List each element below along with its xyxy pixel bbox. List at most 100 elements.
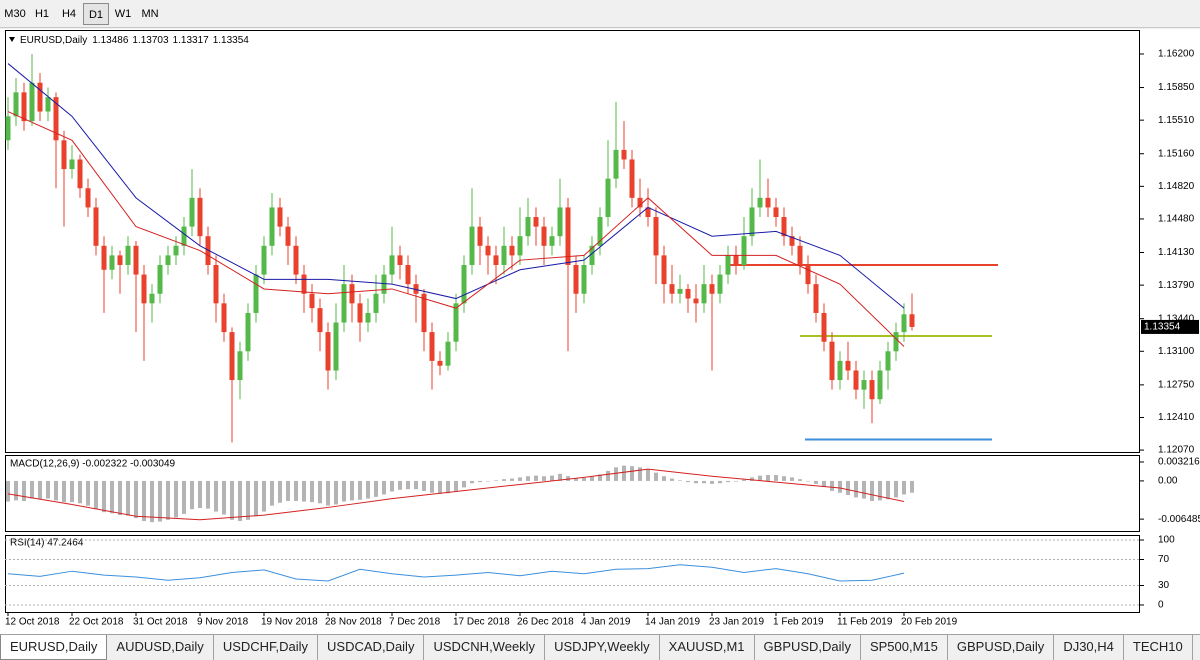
macd-bar: [646, 469, 650, 481]
macd-bar: [566, 476, 570, 481]
candle-body: [813, 284, 819, 313]
x-tick-label: 17 Dec 2018: [453, 617, 510, 628]
y-tick-label: 1.13440: [1158, 313, 1195, 324]
candle-body: [501, 245, 507, 265]
timeframe-button[interactable]: H4: [61, 8, 77, 20]
candle-body: [637, 197, 643, 208]
macd-bar: [182, 480, 186, 514]
macd-bar: [438, 480, 442, 494]
macd-bar: [910, 480, 914, 493]
y-tick-label: -0.006485: [1158, 514, 1200, 525]
macd-bar: [126, 480, 130, 516]
candle-body: [69, 159, 75, 170]
macd-bar: [230, 480, 234, 520]
timeframe-button[interactable]: MN: [141, 8, 159, 20]
macd-bar: [62, 480, 66, 503]
candle-body: [429, 332, 435, 361]
macd-bar: [862, 480, 866, 499]
low: 1.13317: [173, 35, 210, 46]
chart-tabs: EURUSD,Daily AUDUSD,Daily USDCHF,Daily USDC…: [0, 634, 1200, 660]
macd-bar: [742, 479, 746, 481]
main-panel: [5, 30, 1140, 453]
y-tick-label: 1.12750: [1158, 380, 1195, 391]
chart-tab[interactable]: EURUSD,Daily: [0, 635, 108, 660]
timeframe-button[interactable]: H1: [34, 8, 50, 20]
timeframe-button[interactable]: M30: [4, 8, 26, 20]
macd-bar: [142, 480, 146, 521]
candle-body: [421, 293, 427, 333]
chart-tab[interactable]: AUDUSD,Daily: [107, 635, 214, 660]
timeframe-button[interactable]: D1: [83, 3, 109, 25]
collapse-icon[interactable]: [9, 37, 15, 42]
candle-body: [93, 207, 99, 246]
y-tick-label: 0.00: [1158, 476, 1178, 487]
candle-body: [709, 284, 715, 294]
chart-tab[interactable]: USDCHF,Daily: [214, 635, 319, 660]
macd-bar: [318, 480, 322, 504]
x-tick-label: 12 Oct 2018: [5, 617, 60, 628]
x-tick-label: 20 Feb 2019: [901, 617, 958, 628]
macd-bar: [310, 480, 314, 503]
candle-body: [405, 264, 411, 285]
macd-bar: [190, 480, 194, 510]
candle-body: [549, 236, 555, 246]
x-tick-label: 19 Nov 2018: [261, 617, 318, 628]
y-tick-label: 30: [1158, 580, 1170, 591]
close: 1.13354: [213, 35, 250, 46]
timeframe-button[interactable]: W1: [114, 8, 132, 20]
macd-bar: [38, 480, 42, 500]
candle-body: [445, 341, 451, 366]
macd-bar: [718, 480, 722, 484]
macd-bar: [726, 480, 730, 483]
candle-body: [685, 288, 691, 299]
candle-body: [541, 226, 547, 246]
y-tick-label: 1.13100: [1158, 346, 1195, 357]
candle-body: [373, 293, 379, 313]
macd-bar: [46, 480, 50, 499]
y-tick-label: 0: [1158, 600, 1164, 611]
chart-tab[interactable]: XAUUSD,M1: [660, 635, 755, 660]
chart-tab[interactable]: DJ30,H4: [1054, 635, 1124, 660]
candle-body: [29, 82, 35, 122]
macd-bar: [158, 480, 162, 522]
candle-body: [165, 255, 171, 265]
macd-bar: [486, 480, 490, 482]
y-tick-label: 1.13790: [1158, 280, 1195, 291]
chart-tab[interactable]: TECH10: [1124, 635, 1193, 660]
candle-body: [301, 274, 307, 294]
chart-tab[interactable]: USDCNH,Weekly: [424, 635, 546, 660]
candle-body: [829, 341, 835, 381]
macd-bar: [166, 480, 170, 520]
moving-average: [7, 111, 905, 347]
candle-body: [621, 149, 627, 160]
chart-tab[interactable]: GBPUSD,Daily: [755, 635, 861, 660]
candle-body: [837, 360, 843, 381]
macd-bar: [894, 480, 898, 498]
macd-bar: [326, 480, 330, 506]
candle-body: [229, 332, 235, 381]
candle-body: [733, 255, 739, 265]
candle-body: [413, 284, 419, 294]
y-tick-label: 1.15160: [1158, 148, 1195, 159]
y-tick-label: 1.14130: [1158, 247, 1195, 258]
candle-body: [789, 236, 795, 246]
chart-tab[interactable]: USDJPY,Weekly: [545, 635, 660, 660]
macd-bar: [702, 480, 706, 484]
candle-body: [189, 197, 195, 227]
candle-body: [117, 255, 123, 265]
moving-average: [7, 63, 905, 309]
macd-bar: [846, 480, 850, 496]
y-tick-label: 100: [1158, 535, 1175, 546]
macd-bar: [670, 478, 674, 481]
candle-body: [253, 274, 259, 313]
candle-body: [221, 303, 227, 333]
macd-bar: [654, 472, 658, 481]
candle-body: [213, 264, 219, 304]
chart-tab[interactable]: GBPUSD,Daily: [948, 635, 1055, 660]
chart-tab[interactable]: USDCAD,Daily: [318, 635, 425, 660]
candle-body: [485, 245, 491, 256]
candle-body: [349, 284, 355, 304]
macd-bar: [814, 480, 818, 484]
chart-tab[interactable]: SP500,M15: [861, 635, 948, 660]
